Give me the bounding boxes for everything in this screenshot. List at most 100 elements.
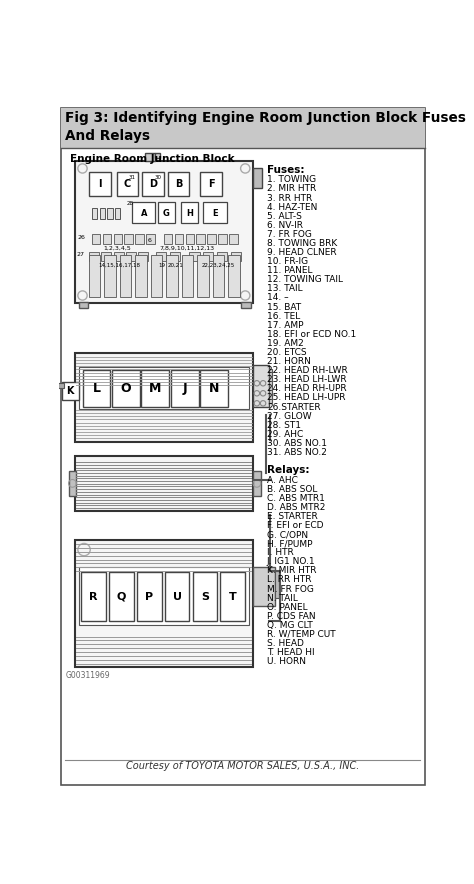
Text: E: E: [212, 209, 218, 217]
FancyBboxPatch shape: [181, 202, 198, 223]
Bar: [190, 252, 200, 261]
Text: 23. HEAD LH-LWR: 23. HEAD LH-LWR: [267, 376, 346, 385]
Text: K: K: [66, 386, 74, 396]
Text: 19. AM2: 19. AM2: [267, 339, 304, 348]
FancyBboxPatch shape: [201, 171, 222, 196]
Bar: [146, 234, 155, 244]
FancyBboxPatch shape: [141, 370, 169, 408]
Bar: [268, 369, 273, 403]
Bar: [231, 252, 241, 261]
FancyBboxPatch shape: [117, 171, 138, 196]
Text: A. AHC: A. AHC: [267, 476, 298, 484]
Bar: [203, 252, 213, 261]
FancyBboxPatch shape: [112, 370, 140, 408]
Text: U. HORN: U. HORN: [267, 657, 306, 667]
Text: 5. ALT-S: 5. ALT-S: [267, 212, 302, 221]
Text: R. W/TEMP CUT: R. W/TEMP CUT: [267, 630, 336, 639]
Text: 2. MIR HTR: 2. MIR HTR: [267, 185, 316, 194]
Text: L: L: [92, 382, 100, 395]
Bar: [75, 354, 253, 442]
Bar: [79, 301, 88, 308]
Text: 26: 26: [77, 235, 85, 240]
Bar: [100, 208, 105, 218]
Bar: [228, 255, 240, 297]
Text: C: C: [124, 179, 131, 189]
Bar: [241, 301, 251, 308]
Text: 4. HAZ-TEN: 4. HAZ-TEN: [267, 202, 317, 211]
Bar: [175, 234, 183, 244]
Bar: [92, 208, 97, 218]
Text: G. C/OPN: G. C/OPN: [267, 530, 308, 539]
Text: D: D: [149, 179, 157, 189]
Text: 24. HEAD RH-UPR: 24. HEAD RH-UPR: [267, 385, 346, 393]
Bar: [213, 255, 224, 297]
Text: 25. HEAD LH-UPR: 25. HEAD LH-UPR: [267, 393, 346, 402]
Text: 12. TOWING TAIL: 12. TOWING TAIL: [267, 275, 343, 285]
Bar: [275, 571, 279, 598]
Text: 7. FR FOG: 7. FR FOG: [267, 230, 312, 239]
Bar: [197, 255, 209, 297]
Text: 31: 31: [129, 175, 136, 179]
Text: T: T: [229, 591, 237, 602]
Text: Fig 3: Identifying Engine Room Junction Block Fuses
And Relays: Fig 3: Identifying Engine Room Junction …: [65, 110, 466, 142]
FancyBboxPatch shape: [168, 171, 190, 196]
Bar: [69, 471, 76, 496]
Text: Q: Q: [117, 591, 126, 602]
Text: 18. EFI or ECD NO.1: 18. EFI or ECD NO.1: [267, 330, 356, 339]
Text: O: O: [120, 382, 131, 395]
Bar: [89, 255, 100, 297]
Bar: [145, 153, 155, 161]
Text: M. FR FOG: M. FR FOG: [267, 584, 314, 593]
FancyBboxPatch shape: [192, 572, 218, 621]
Text: O. PANEL: O. PANEL: [267, 603, 308, 612]
Bar: [75, 540, 253, 667]
Text: 15. BAT: 15. BAT: [267, 302, 301, 311]
Text: K. MIR HTR: K. MIR HTR: [267, 567, 317, 575]
Text: Engine Room Junction Block: Engine Room Junction Block: [70, 154, 235, 164]
Bar: [253, 169, 262, 187]
Bar: [253, 365, 268, 408]
Text: P: P: [145, 591, 153, 602]
Text: B. ABS SOL: B. ABS SOL: [267, 484, 317, 493]
Bar: [156, 252, 166, 261]
Text: 3. RR HTR: 3. RR HTR: [267, 194, 312, 202]
Bar: [58, 384, 64, 388]
Text: 26.STARTER: 26.STARTER: [267, 402, 320, 412]
FancyBboxPatch shape: [203, 202, 227, 223]
Bar: [164, 234, 173, 244]
Text: A: A: [140, 209, 147, 217]
Bar: [186, 234, 194, 244]
Text: 11. PANEL: 11. PANEL: [267, 266, 312, 275]
FancyBboxPatch shape: [109, 572, 134, 621]
Text: E. STARTER: E. STARTER: [267, 512, 318, 521]
Text: G: G: [163, 209, 170, 217]
Bar: [126, 252, 136, 261]
Text: 28. ST1: 28. ST1: [267, 421, 301, 430]
Text: 22. HEAD RH-LWR: 22. HEAD RH-LWR: [267, 366, 348, 375]
Text: S. HEAD: S. HEAD: [267, 639, 304, 648]
FancyBboxPatch shape: [164, 572, 190, 621]
Bar: [253, 471, 261, 496]
FancyBboxPatch shape: [142, 171, 164, 196]
Text: 22,23,24,25: 22,23,24,25: [201, 263, 235, 268]
Text: J. IG1 NO.1: J. IG1 NO.1: [267, 557, 316, 567]
FancyBboxPatch shape: [137, 572, 162, 621]
Text: 16. TEL: 16. TEL: [267, 312, 300, 321]
Text: 13. TAIL: 13. TAIL: [267, 285, 302, 293]
Text: I: I: [99, 179, 102, 189]
Bar: [103, 234, 111, 244]
Bar: [170, 252, 180, 261]
Text: 27: 27: [77, 252, 85, 257]
FancyBboxPatch shape: [220, 572, 245, 621]
Bar: [124, 234, 133, 244]
Text: B: B: [175, 179, 182, 189]
Text: 20. ETCS: 20. ETCS: [267, 348, 307, 357]
FancyBboxPatch shape: [90, 171, 111, 196]
Text: L. RR HTR: L. RR HTR: [267, 575, 311, 584]
Text: U: U: [173, 591, 182, 602]
Text: T. HEAD HI: T. HEAD HI: [267, 648, 315, 657]
Text: 14. –: 14. –: [267, 293, 289, 302]
Bar: [135, 255, 147, 297]
Text: 29. AHC: 29. AHC: [267, 430, 303, 438]
Text: 30. ABS NO.1: 30. ABS NO.1: [267, 438, 327, 448]
